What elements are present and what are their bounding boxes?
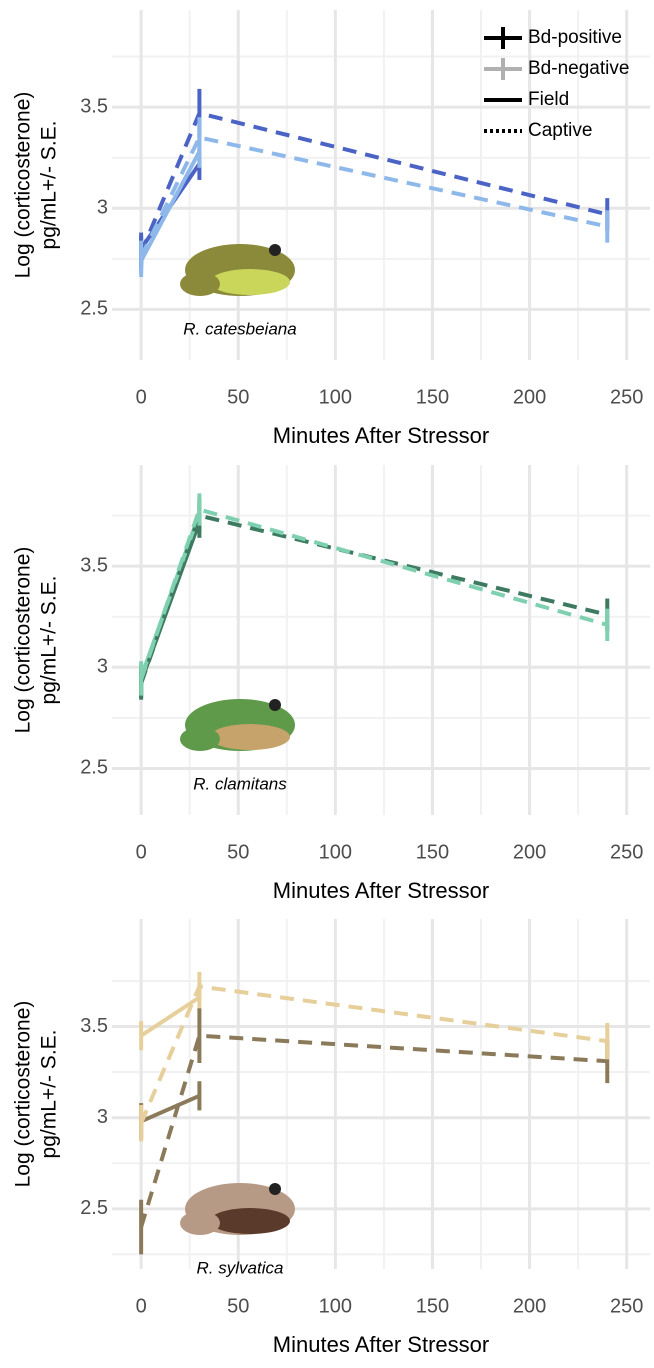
frog-belly (210, 724, 290, 750)
x-tick-label: 50 (227, 386, 249, 408)
frog-belly (210, 269, 290, 295)
series-line (141, 516, 607, 684)
frog-leg (180, 727, 220, 751)
panel: 0 50 100 150 200 250 2.5 3 3.5 Minutes After Stre… (12, 919, 650, 1357)
x-tick-label: 50 (227, 841, 249, 863)
x-tick-label: 250 (610, 386, 643, 408)
x-tick-label: 0 (136, 1295, 147, 1317)
y-tick-label: 2.5 (80, 757, 108, 779)
frog-eye (269, 1183, 281, 1195)
x-tick-label: 100 (319, 841, 352, 863)
x-tick-label: 250 (610, 1295, 643, 1317)
frog-belly (210, 1208, 290, 1234)
y-axis-title: pg/mL+/- S.E. (38, 576, 61, 705)
y-tick-label: 3.5 (80, 1015, 108, 1037)
panel: 0 50 100 150 200 250 2.5 3 3.5 Minutes After Stre… (12, 10, 650, 448)
series-line (141, 510, 607, 680)
y-axis-title: pg/mL+/- S.E. (38, 121, 61, 250)
x-tick-label: 150 (416, 1295, 449, 1317)
y-axis-title: Log (corticosterone) (12, 1001, 35, 1188)
species-label: R. clamitans (193, 774, 287, 793)
frog-eye (269, 699, 281, 711)
y-tick-label: 3 (97, 197, 108, 219)
species-label: R. sylvatica (197, 1258, 284, 1277)
x-tick-label: 50 (227, 1295, 249, 1317)
y-tick-label: 3.5 (80, 95, 108, 117)
frog-leg (180, 272, 220, 296)
species-label: R. catesbeiana (183, 319, 296, 338)
series-line (141, 986, 607, 1123)
y-axis-title: Log (corticosterone) (12, 547, 35, 734)
frog-eye (269, 244, 281, 256)
x-axis-title: Minutes After Stressor (273, 423, 489, 448)
x-tick-label: 200 (513, 1295, 546, 1317)
page: 0 50 100 150 200 250 2.5 3 3.5 Minutes After Stre… (0, 0, 654, 1368)
x-tick-label: 100 (319, 1295, 352, 1317)
x-tick-label: 200 (513, 841, 546, 863)
y-axis-title: pg/mL+/- S.E. (38, 1030, 61, 1159)
legend-label: Captive (528, 120, 592, 141)
panel: 0 50 100 150 200 250 2.5 3 3.5 Minutes After Stre… (12, 465, 650, 903)
x-tick-label: 250 (610, 841, 643, 863)
figure: 0 50 100 150 200 250 2.5 3 3.5 Minutes After Stre… (0, 0, 654, 1363)
frog-leg (180, 1211, 220, 1235)
x-tick-label: 150 (416, 841, 449, 863)
x-tick-label: 150 (416, 386, 449, 408)
y-tick-label: 2.5 (80, 298, 108, 320)
x-tick-label: 100 (319, 386, 352, 408)
y-tick-label: 3.5 (80, 554, 108, 576)
x-axis-title: Minutes After Stressor (273, 878, 489, 903)
legend-label: Field (528, 89, 569, 110)
x-tick-label: 0 (136, 386, 147, 408)
y-axis-title: Log (corticosterone) (12, 92, 35, 279)
y-tick-label: 3 (97, 1106, 108, 1128)
x-axis-title: Minutes After Stressor (273, 1332, 489, 1357)
legend-label: Bd-positive (528, 27, 622, 48)
legend-label: Bd-negative (528, 58, 629, 79)
y-tick-label: 2.5 (80, 1197, 108, 1219)
x-tick-label: 0 (136, 841, 147, 863)
y-tick-label: 3 (97, 656, 108, 678)
x-tick-label: 200 (513, 386, 546, 408)
